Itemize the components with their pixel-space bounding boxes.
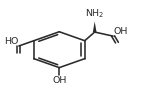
Text: OH: OH	[52, 76, 66, 85]
Text: NH$_2$: NH$_2$	[85, 8, 104, 20]
Text: HO: HO	[4, 37, 18, 46]
Text: OH: OH	[114, 27, 128, 36]
Polygon shape	[93, 21, 97, 32]
